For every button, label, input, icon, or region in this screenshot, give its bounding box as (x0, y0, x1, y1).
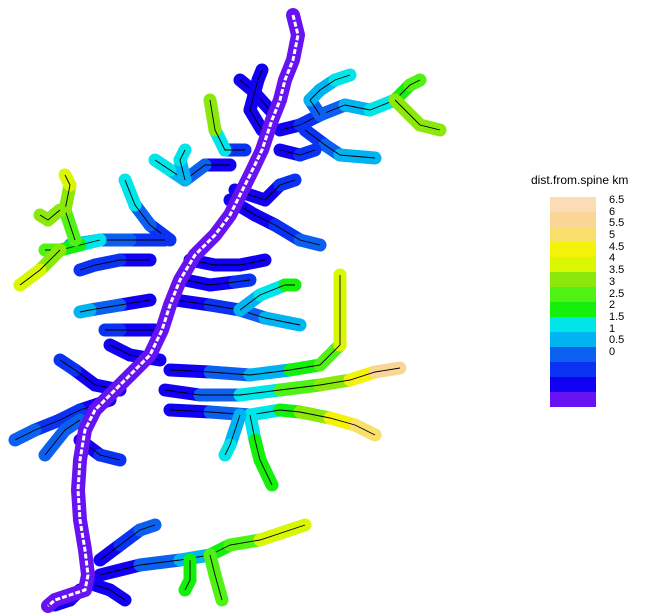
legend-tick-label: 0.5 (609, 334, 625, 347)
legend-tick-label: 6.5 (609, 194, 625, 206)
main-spine (41, 8, 305, 613)
legend-color-bar (550, 197, 596, 407)
stream-channel (44, 419, 81, 456)
stream-network (8, 63, 447, 612)
legend-tick-label: 4 (609, 252, 616, 265)
legend-tick-label: 4.5 (609, 240, 625, 253)
stream-channel (169, 275, 341, 376)
stream-channel (239, 284, 295, 311)
legend-tick-label: 1.5 (609, 310, 625, 323)
legend-swatch (550, 302, 596, 317)
legend-swatch (550, 257, 596, 272)
stream-channel (234, 179, 296, 201)
legend-swatch (550, 392, 596, 407)
stream-channel (184, 560, 191, 591)
legend-title: dist.from.spine km (531, 173, 629, 187)
legend-swatch (550, 347, 596, 362)
stream-channel (19, 249, 61, 286)
spine-centerline (47, 14, 300, 608)
legend-tick-label: 0 (609, 345, 616, 358)
legend-swatch (550, 197, 596, 212)
legend-tick-label: 5 (609, 229, 616, 242)
legend-swatch (550, 377, 596, 392)
legend-swatch (550, 212, 596, 227)
legend-tick-label: 3 (609, 275, 616, 288)
legend-tick-label: 5.5 (609, 217, 625, 230)
stream-channel (164, 367, 401, 396)
stream-channel (304, 129, 376, 159)
stream-channel (249, 414, 273, 486)
stream-channel (209, 554, 223, 601)
legend-swatch (550, 362, 596, 377)
legend-swatch (550, 272, 596, 287)
legend-swatch (550, 227, 596, 242)
stream-channel (94, 584, 126, 601)
stream-channel (179, 149, 186, 181)
stream-channel (229, 199, 321, 246)
legend-labels: 6.5 6 5.5 5 4.5 4 3.5 3 2.5 2 1.5 1 0.5 0 (609, 194, 624, 358)
stream-channel (279, 79, 421, 131)
stream-channel (394, 99, 441, 131)
stream-channel (124, 179, 171, 241)
stream-channel (184, 279, 251, 286)
stream-channel (64, 174, 76, 241)
legend-tick-label: 2 (609, 299, 616, 312)
stream-channel (79, 259, 150, 271)
stream-channel (39, 209, 61, 221)
stream-channel (224, 414, 241, 456)
stream-channel (209, 99, 245, 151)
legend-tick-label: 1 (609, 322, 616, 335)
legend-tick-label: 2.5 (609, 287, 625, 300)
stream-channel (279, 149, 316, 156)
legend-tick-label: 6 (609, 205, 616, 218)
legend-swatch (550, 317, 596, 332)
stream-channel (249, 69, 263, 131)
stream-channel (99, 524, 156, 561)
stream-channel (309, 74, 351, 116)
legend-swatch (550, 332, 596, 347)
legend-swatch (550, 242, 596, 257)
stream-channel (59, 359, 121, 391)
legend-swatch (550, 287, 596, 302)
stream-channel (169, 409, 376, 436)
stream-channel (189, 259, 266, 266)
legend-tick-label: 3.5 (609, 264, 625, 277)
stream-channel (79, 299, 151, 313)
